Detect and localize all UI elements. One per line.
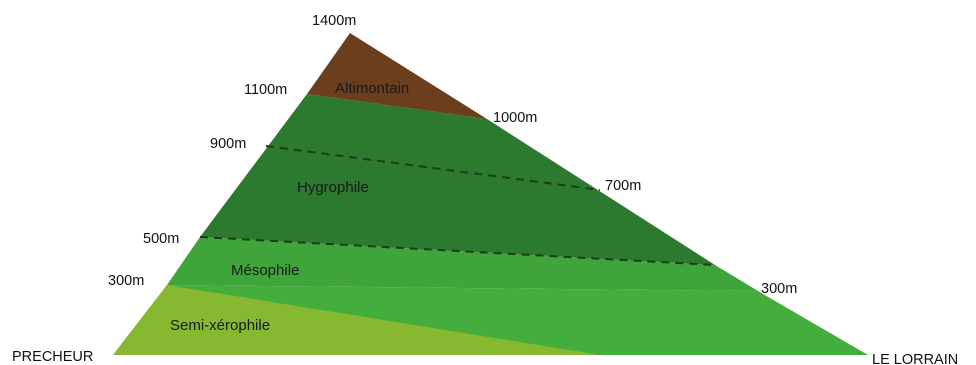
altitude-label-east-300: 300m: [761, 281, 797, 297]
zone-label-mesophile: Mésophile: [231, 262, 299, 279]
altitude-label-west-300: 300m: [108, 273, 144, 289]
dashed-boundary-500-300: [199, 236, 716, 266]
summit-altitude-label: 1400m: [312, 13, 356, 29]
altitude-label-west-1100: 1100m: [244, 82, 287, 98]
altitude-label-west-900: 900m: [210, 136, 246, 152]
altitude-label-east-700: 700m: [605, 178, 641, 194]
place-label-le-lorrain: LE LORRAIN: [872, 352, 958, 365]
zone-label-hygrophile: Hygrophile: [297, 179, 369, 196]
dashed-boundary-900-700: [265, 145, 601, 191]
zone-hygrophile-band: [200, 94, 715, 265]
zone-label-altimontain: Altimontain: [335, 80, 409, 97]
zone-altimontain-band: [307, 33, 487, 119]
altitude-label-west-500: 500m: [143, 231, 179, 247]
zone-semi-xerophile-band: [113, 285, 600, 355]
altitude-label-east-1000: 1000m: [493, 110, 537, 126]
place-label-precheur: PRECHEUR: [12, 349, 93, 365]
zone-label-semi-xerophile: Semi-xérophile: [170, 317, 270, 334]
zone-mesophile-band: [167, 237, 758, 291]
